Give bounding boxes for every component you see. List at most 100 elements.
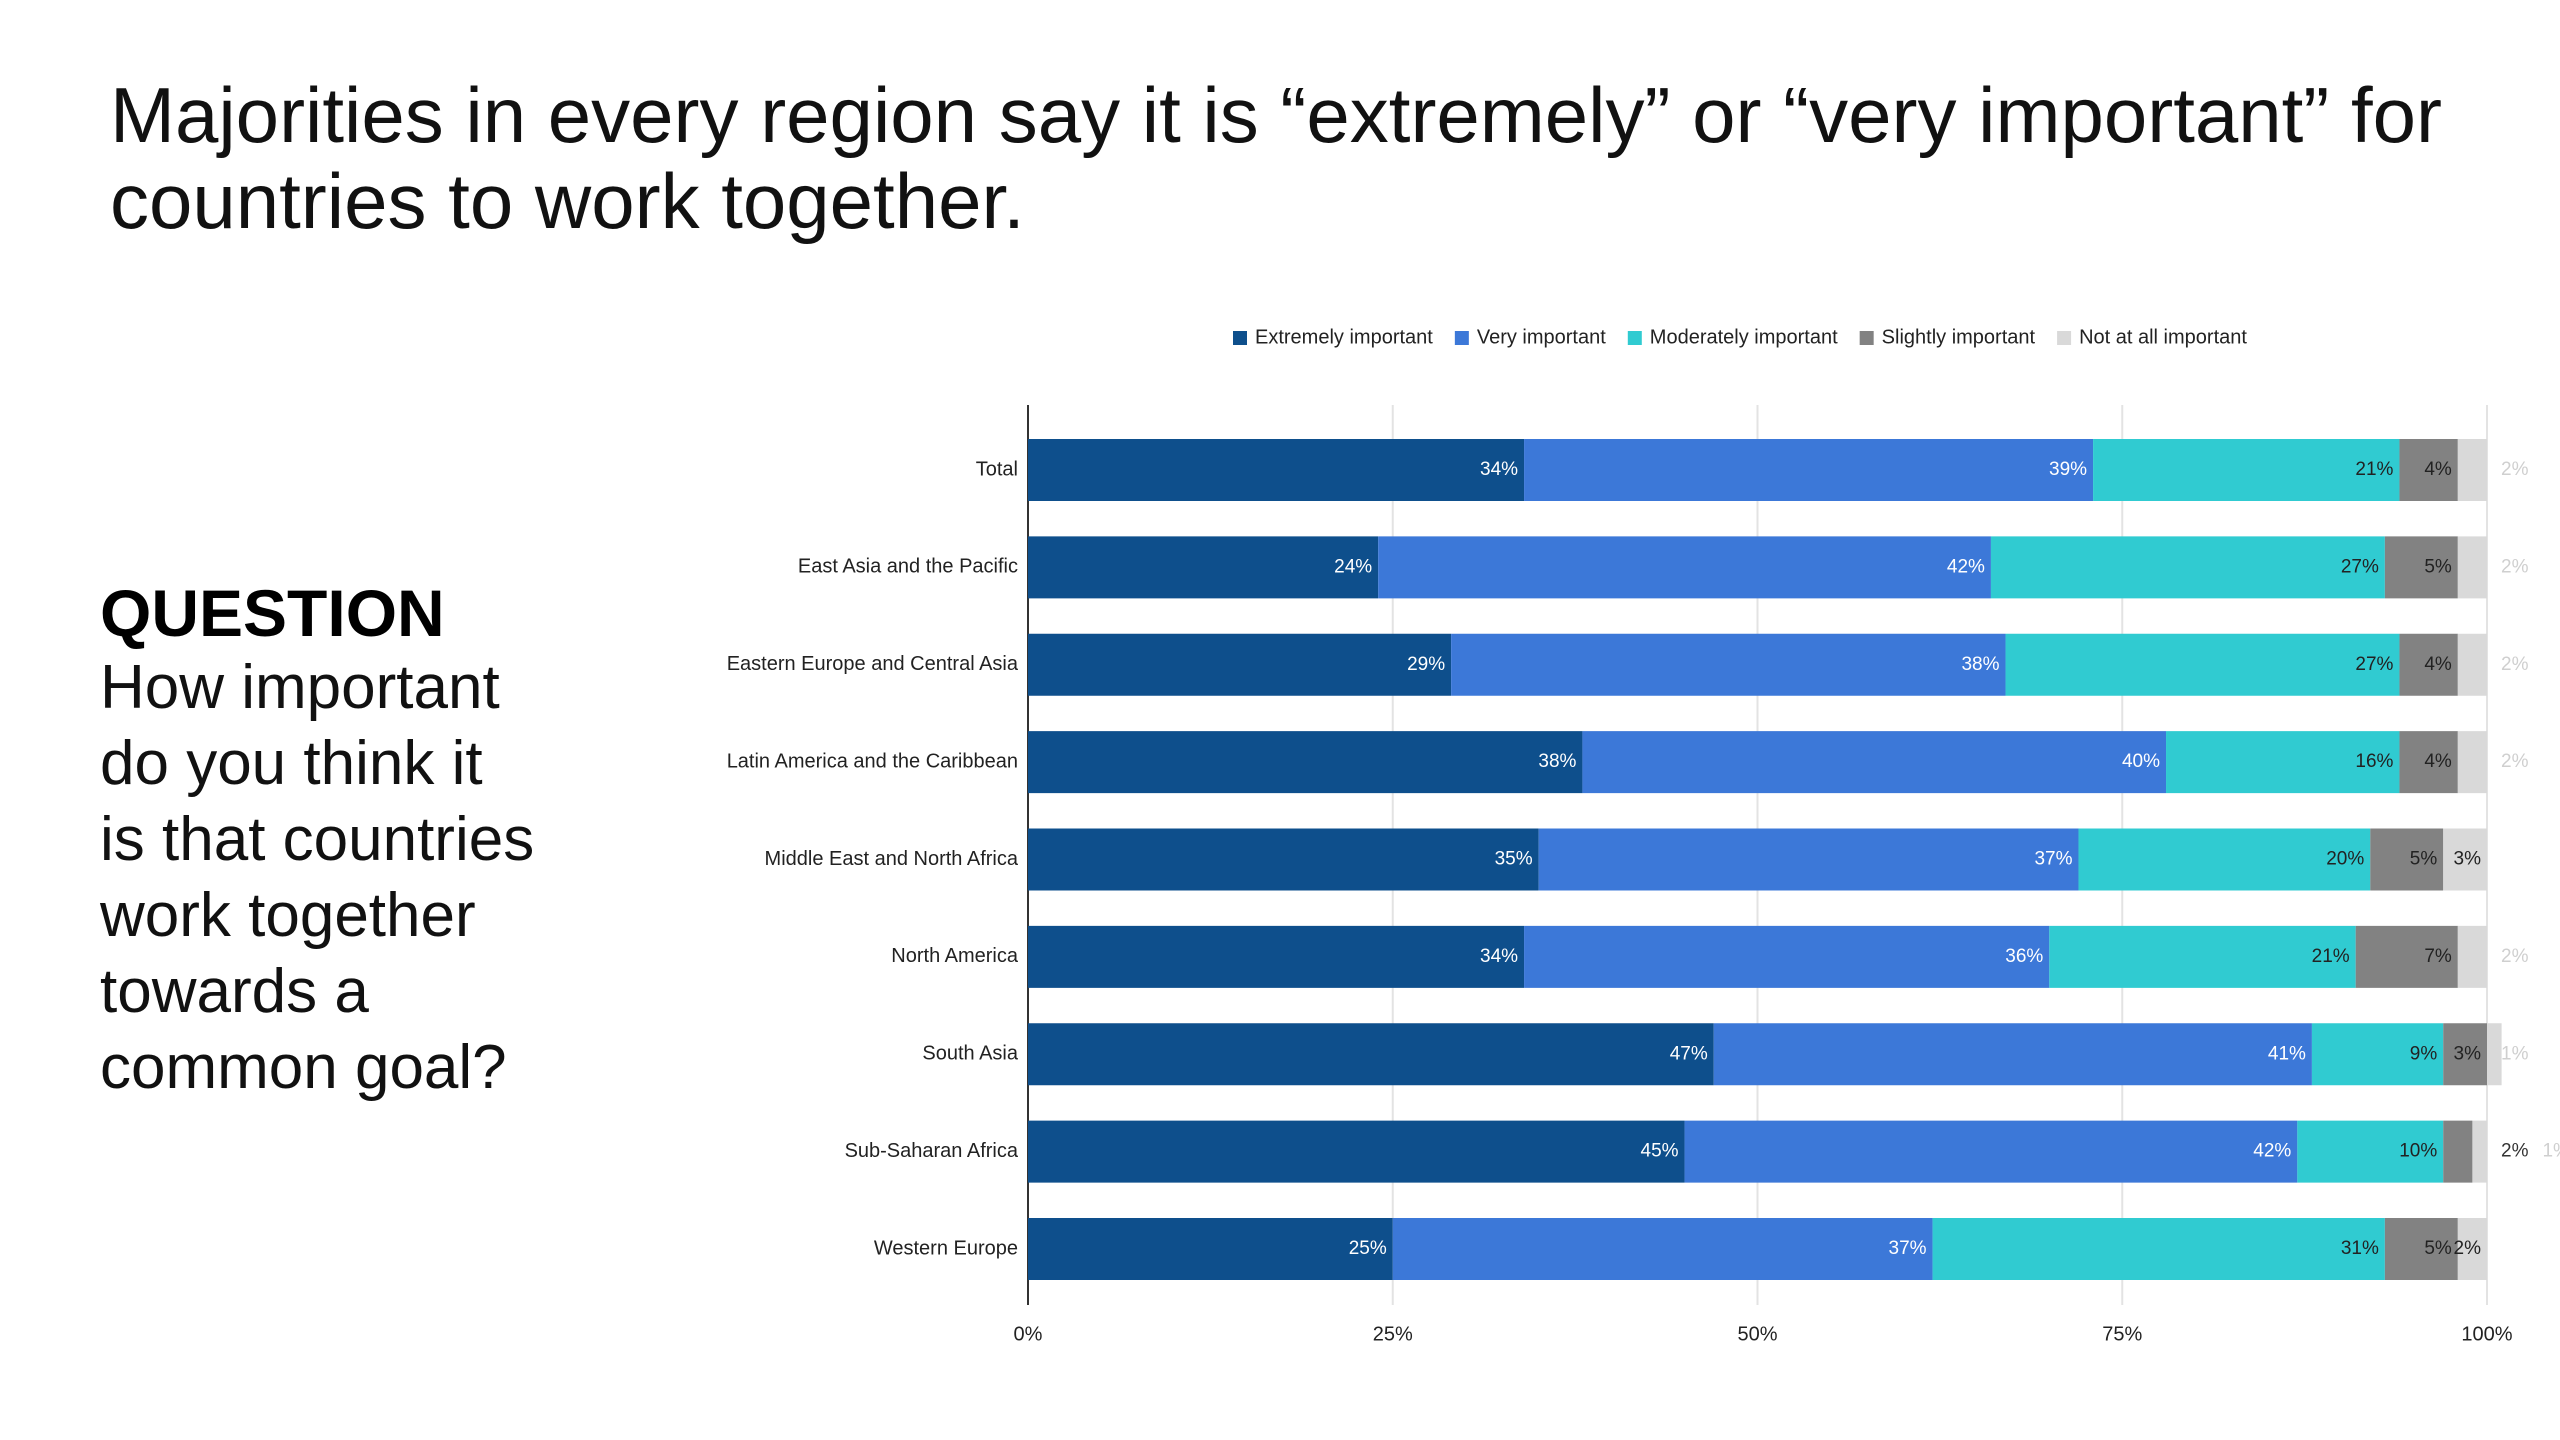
- data-label: 2%: [2501, 946, 2529, 967]
- question-text: How important do you think it is that co…: [100, 653, 535, 1102]
- data-label: 5%: [2410, 849, 2438, 870]
- bar-segment: [1028, 925, 1525, 988]
- data-label: 2%: [2501, 751, 2529, 772]
- legend-swatch: [1454, 331, 1469, 345]
- data-label: 39%: [2049, 459, 2087, 480]
- data-label: 35%: [1495, 849, 1533, 870]
- bar-segment: [1028, 1120, 1685, 1183]
- data-label: 1%: [2501, 1043, 2529, 1064]
- bar-segment: [2457, 731, 2487, 794]
- legend-label: Extremely important: [1255, 326, 1433, 348]
- data-label: 24%: [1334, 556, 1372, 577]
- data-label: 25%: [1349, 1238, 1387, 1259]
- data-label: 16%: [2355, 751, 2393, 772]
- bar-segment: [2443, 1023, 2487, 1086]
- legend-label: Very important: [1477, 326, 1606, 348]
- data-label: 40%: [2122, 751, 2160, 772]
- data-label: 2%: [2501, 1141, 2529, 1162]
- legend-swatch: [1233, 331, 1247, 345]
- x-tick-label: 75%: [2102, 1323, 2142, 1345]
- bar-segment: [2297, 1120, 2444, 1183]
- bar-segment: [1990, 536, 2385, 599]
- data-label: 38%: [1961, 654, 1999, 675]
- x-tick-label: 0%: [1014, 1323, 1043, 1345]
- x-tick-label: 100%: [2461, 1323, 2512, 1345]
- legend-swatch: [1859, 331, 1874, 345]
- data-label: 3%: [2454, 1043, 2482, 1064]
- data-label: 4%: [2424, 751, 2452, 772]
- bar-segment: [2399, 633, 2458, 696]
- bar-segment: [1028, 633, 1452, 696]
- data-label: 42%: [2253, 1141, 2291, 1162]
- data-label: 5%: [2424, 1238, 2452, 1259]
- legend-swatch: [1627, 331, 1642, 345]
- bar-segment: [1028, 1218, 1393, 1280]
- category-label: East Asia and the Pacific: [798, 556, 1018, 578]
- data-label: 27%: [2341, 556, 2379, 577]
- data-label: 21%: [2312, 946, 2350, 967]
- bar-segment: [2457, 633, 2487, 696]
- bar-segment: [2384, 536, 2458, 599]
- x-tick-label: 25%: [1373, 1323, 1413, 1345]
- bar-segment: [2078, 828, 2371, 891]
- bar-segment: [1028, 731, 1583, 794]
- bar-segment: [1451, 633, 2006, 696]
- data-label: 20%: [2326, 849, 2364, 870]
- bar-segment: [1713, 1023, 2312, 1086]
- data-label: 2%: [2501, 459, 2529, 480]
- data-label: 10%: [2399, 1141, 2437, 1162]
- data-label: 34%: [1480, 946, 1518, 967]
- data-label: 34%: [1480, 459, 1518, 480]
- category-label: Latin America and the Caribbean: [727, 750, 1018, 772]
- data-label: 9%: [2410, 1043, 2438, 1064]
- bar-segment: [2311, 1023, 2444, 1086]
- category-label: South Asia: [922, 1043, 1019, 1065]
- data-label: 1%: [2542, 1141, 2560, 1162]
- bar-segment: [1524, 925, 2050, 988]
- bar-segment: [1028, 828, 1539, 891]
- bar-segment: [1028, 1023, 1714, 1086]
- data-label: 42%: [1947, 556, 1985, 577]
- legend-label: Slightly important: [1882, 326, 2036, 348]
- data-label: 37%: [1889, 1238, 1927, 1259]
- legend-label: Moderately important: [1650, 326, 1838, 348]
- bar-segment: [2457, 536, 2487, 599]
- data-label: 47%: [1670, 1043, 1708, 1064]
- data-label: 2%: [2501, 654, 2529, 675]
- bar-segment: [1684, 1120, 2298, 1183]
- category-label: Western Europe: [874, 1237, 1018, 1259]
- legend-swatch: [2057, 331, 2072, 345]
- bar-segment: [1378, 536, 1991, 599]
- bar-segment: [2399, 439, 2458, 501]
- bar-segment: [2457, 1218, 2487, 1280]
- legend-label: Not at all important: [2079, 326, 2247, 348]
- bar-segment: [2457, 925, 2487, 988]
- data-label: 37%: [2034, 849, 2072, 870]
- bar-segment: [2355, 925, 2458, 988]
- data-label: 38%: [1538, 751, 1576, 772]
- bar-segment: [2443, 828, 2487, 891]
- data-label: 29%: [1407, 654, 1445, 675]
- bar-segment: [1538, 828, 2079, 891]
- data-label: 3%: [2454, 849, 2482, 870]
- bar-segment: [2384, 1218, 2458, 1280]
- bar-segment: [2399, 731, 2458, 794]
- slide-title: Majorities in every region say it is “ex…: [110, 71, 2442, 245]
- data-label: 2%: [2501, 556, 2529, 577]
- bar-segment: [1392, 1218, 1933, 1280]
- data-label: 27%: [2355, 654, 2393, 675]
- bar-segment: [2166, 731, 2400, 794]
- data-label: 41%: [2268, 1043, 2306, 1064]
- bar-segment: [1582, 731, 2167, 794]
- category-label: Eastern Europe and Central Asia: [727, 653, 1019, 675]
- category-label: Total: [976, 458, 1018, 480]
- bar-segment: [2443, 1120, 2473, 1183]
- question-heading: QUESTION: [100, 576, 445, 650]
- category-label: Middle East and North Africa: [765, 848, 1019, 870]
- data-label: 4%: [2424, 459, 2452, 480]
- bar-segment: [2457, 439, 2487, 501]
- data-label: 7%: [2424, 946, 2452, 967]
- bar-segment: [1524, 439, 2094, 501]
- category-label: North America: [891, 945, 1019, 967]
